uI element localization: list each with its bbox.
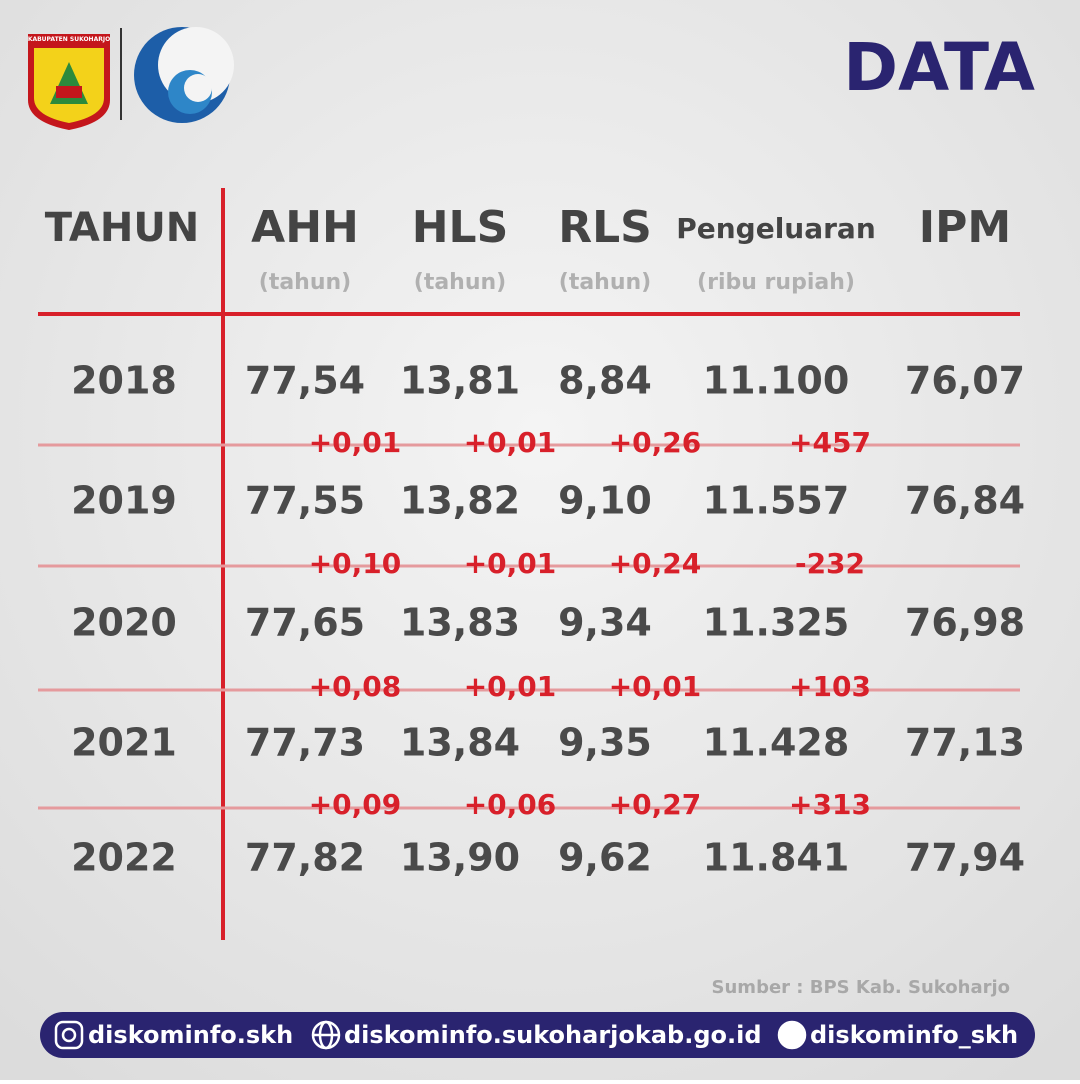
twitter[interactable]: diskominfo_skh [810, 1021, 1018, 1049]
change-value: +0,09 [309, 788, 402, 821]
table-lines [38, 188, 1020, 940]
column-header: RLS [558, 202, 652, 253]
year: 2019 [71, 479, 177, 523]
change-value: +103 [789, 670, 871, 703]
ministry-logo [134, 27, 234, 123]
cell-value: 11.100 [703, 359, 850, 403]
cell-value: 13,84 [400, 721, 520, 765]
title: DATA [843, 29, 1035, 106]
change-value: +0,10 [309, 547, 402, 580]
change-value: -232 [795, 547, 865, 580]
column-header: IPM [919, 202, 1011, 253]
year: 2022 [71, 836, 177, 880]
cell-value: 77,73 [245, 721, 365, 765]
cell-value: 9,34 [558, 601, 652, 645]
cell-value: 11.325 [703, 601, 850, 645]
source: Sumber : BPS Kab. Sukoharjo [712, 977, 1010, 998]
cell-value: 9,62 [558, 836, 652, 880]
cell-value: 76,07 [905, 359, 1025, 403]
cell-value: 77,54 [245, 359, 365, 403]
change-value: +0,01 [609, 670, 702, 703]
change-value: +0,01 [464, 547, 557, 580]
regency-logo: KABUPATEN SUKOHARJO [28, 34, 110, 130]
cell-value: 77,13 [905, 721, 1025, 765]
cell-value: 76,98 [905, 601, 1025, 645]
cell-value: 9,10 [558, 479, 652, 523]
logo-label: KABUPATEN SUKOHARJO [28, 36, 110, 43]
cell-value: 9,35 [558, 721, 652, 765]
cell-value: 77,65 [245, 601, 365, 645]
year: 2018 [71, 359, 177, 403]
change-value: +0,24 [609, 547, 702, 580]
change-value: +457 [789, 426, 871, 459]
cell-value: 77,82 [245, 836, 365, 880]
cell-value: 8,84 [558, 359, 652, 403]
cell-value: 11.428 [703, 721, 850, 765]
cell-value: 13,83 [400, 601, 520, 645]
column-unit: (tahun) [414, 270, 506, 295]
column-header: Pengeluaran [676, 212, 876, 245]
change-value: +0,01 [464, 426, 557, 459]
column-unit: (tahun) [559, 270, 651, 295]
change-value: +0,27 [609, 788, 702, 821]
cell-value: 13,81 [400, 359, 520, 403]
website[interactable]: diskominfo.sukoharjokab.go.id [344, 1021, 762, 1049]
year: 2021 [71, 721, 177, 765]
change-value: +313 [789, 788, 871, 821]
change-value: +0,01 [309, 426, 402, 459]
instagram[interactable]: diskominfo.skh [88, 1021, 293, 1049]
cell-value: 11.841 [703, 836, 850, 880]
change-value: +0,26 [609, 426, 702, 459]
cell-value: 77,55 [245, 479, 365, 523]
column-header: AHH [251, 202, 359, 253]
column-unit: (tahun) [259, 270, 351, 295]
cell-value: 13,82 [400, 479, 520, 523]
cell-value: 13,90 [400, 836, 520, 880]
cell-value: 76,84 [905, 479, 1025, 523]
change-value: +0,01 [464, 670, 557, 703]
change-value: +0,08 [309, 670, 402, 703]
year: 2020 [71, 601, 177, 645]
column-header: HLS [412, 202, 509, 253]
column-header: TAHUN [45, 205, 200, 251]
cell-value: 77,94 [905, 836, 1025, 880]
cell-value: 11.557 [703, 479, 850, 523]
change-value: +0,06 [464, 788, 557, 821]
column-unit: (ribu rupiah) [697, 270, 855, 295]
footer-icons [54, 1020, 807, 1050]
